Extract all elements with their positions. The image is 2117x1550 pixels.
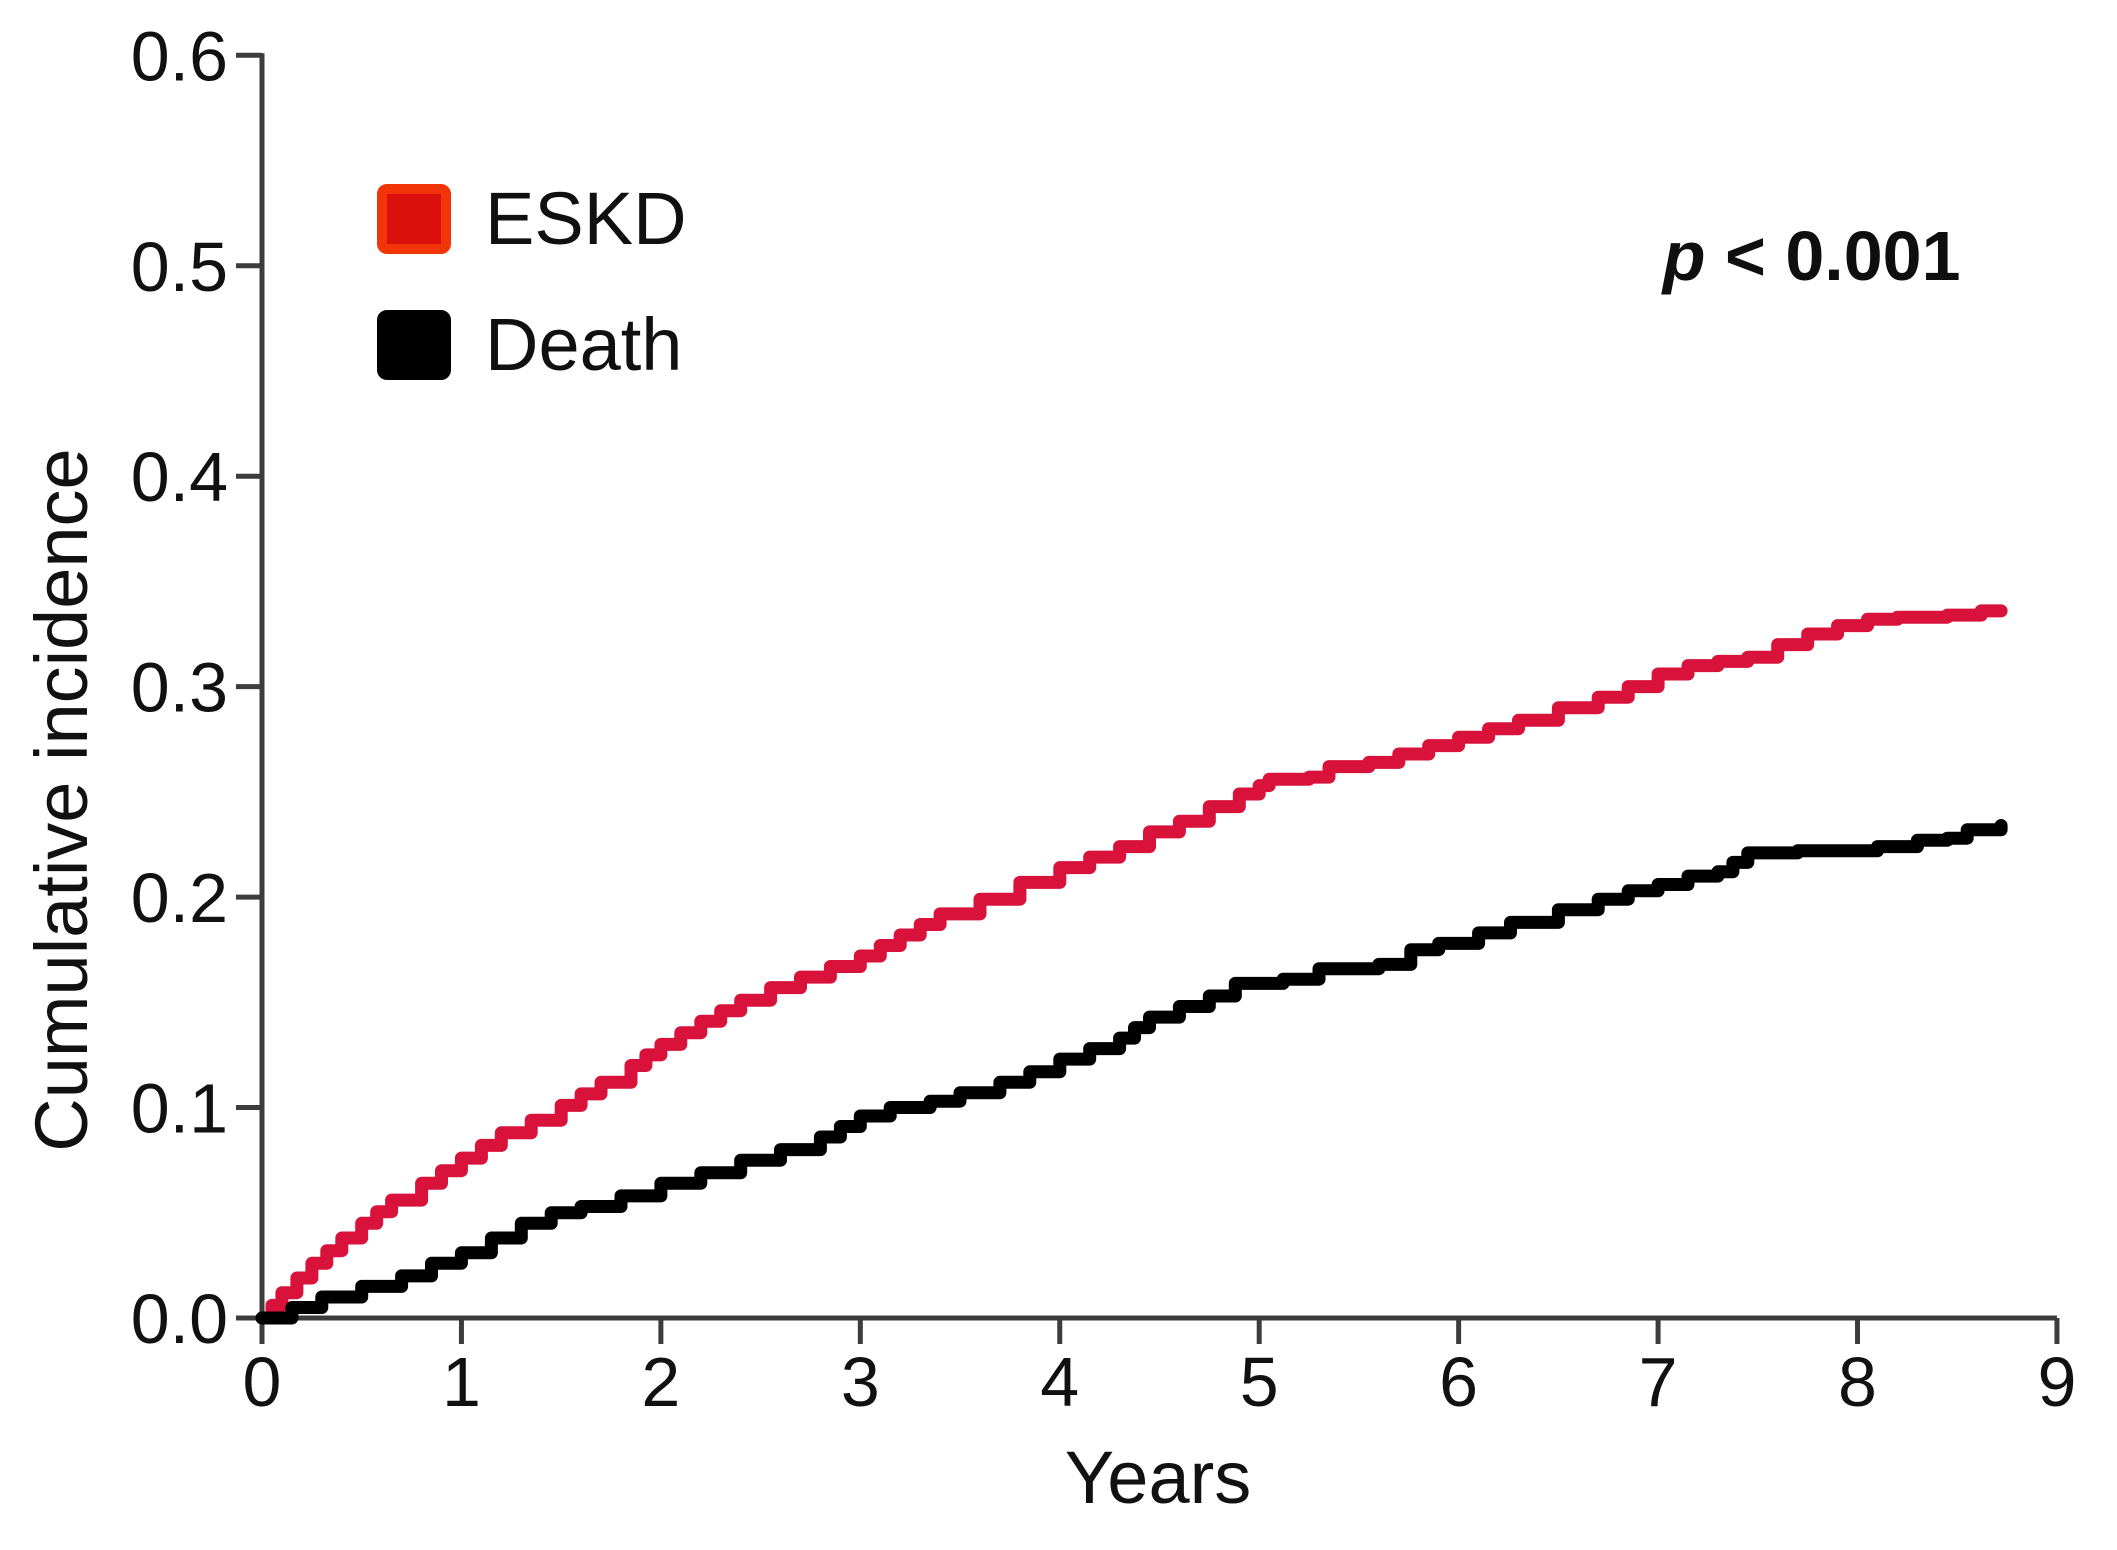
legend-label-death: Death — [485, 303, 683, 386]
p-value-comparison: < 0.001 — [1705, 217, 1961, 295]
curve-death — [255, 819, 2008, 1325]
curve-eskd — [255, 604, 2008, 1325]
p-value-annotation: p < 0.001 — [1585, 148, 1961, 364]
legend-item-eskd: ESKD — [377, 182, 687, 256]
x-tick-label: 1 — [442, 1343, 481, 1421]
x-tick-label: 8 — [1838, 1343, 1877, 1421]
legend-item-death: Death — [377, 308, 682, 382]
y-tick-label: 0.6 — [131, 17, 228, 95]
x-tick-label: 2 — [641, 1343, 680, 1421]
x-axis-title: Years — [1064, 1436, 1252, 1519]
x-tick-label: 4 — [1040, 1343, 1079, 1421]
y-tick-label: 0.5 — [131, 228, 228, 306]
legend-label-eskd: ESKD — [485, 177, 687, 260]
y-tick-label: 0.3 — [131, 649, 228, 727]
y-tick-label: 0.1 — [131, 1070, 228, 1148]
y-tick-label: 0.2 — [131, 859, 228, 937]
x-tick-label: 0 — [243, 1343, 282, 1421]
y-tick-label: 0.0 — [131, 1280, 228, 1358]
x-tick-label: 5 — [1240, 1343, 1279, 1421]
x-tick-label: 3 — [841, 1343, 880, 1421]
x-tick-label: 6 — [1439, 1343, 1478, 1421]
y-tick-label: 0.4 — [131, 438, 228, 516]
x-tick-label: 9 — [2037, 1343, 2076, 1421]
y-axis-title: Cumulative incidence — [20, 448, 103, 1152]
x-tick-label: 7 — [1639, 1343, 1678, 1421]
p-value-variable: p — [1662, 217, 1706, 295]
death-swatch-icon — [377, 310, 451, 380]
eskd-swatch-icon — [377, 184, 451, 254]
